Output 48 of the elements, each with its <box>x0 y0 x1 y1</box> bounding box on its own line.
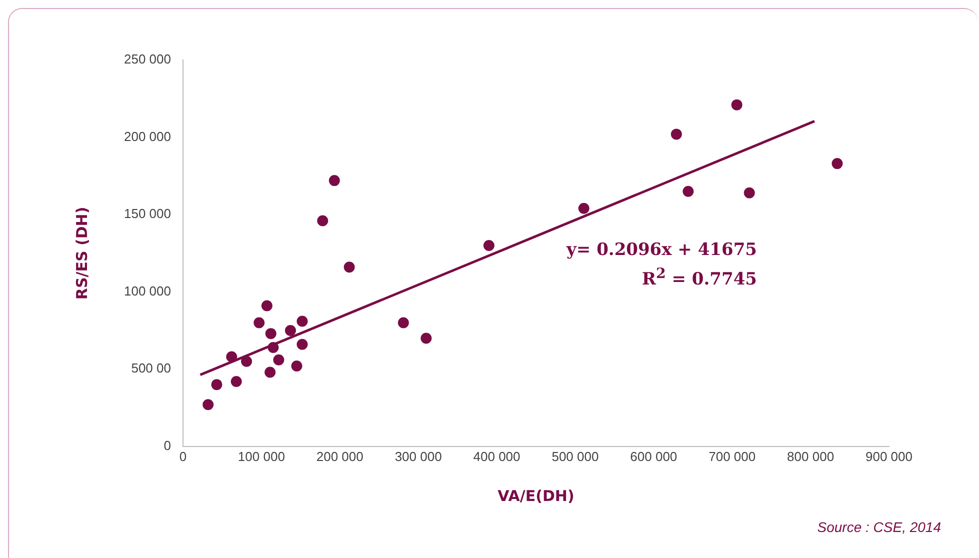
y-tick-label: 200 000 <box>124 128 171 144</box>
y-tick-label: 100 000 <box>124 283 171 298</box>
point <box>578 202 590 214</box>
x-tick-label: 0 <box>179 448 187 464</box>
x-tick-label: 900 000 <box>866 448 912 464</box>
y-tick-label: 500 00 <box>131 360 171 376</box>
x-tick-label: 800 000 <box>787 448 834 464</box>
x-tick-label: 100 000 <box>238 448 285 464</box>
x-axis-title: VA/E(DH) <box>498 486 574 505</box>
point <box>254 317 265 328</box>
point <box>211 379 222 390</box>
point <box>241 356 252 367</box>
point <box>261 300 272 312</box>
point <box>264 366 276 378</box>
point <box>284 324 296 336</box>
x-tick-label: 200 000 <box>316 448 364 464</box>
y-tick-label: 150 000 <box>124 206 171 222</box>
point <box>832 158 843 170</box>
point <box>265 328 276 340</box>
point <box>273 354 284 366</box>
point <box>202 399 214 410</box>
point <box>296 338 308 350</box>
point <box>483 240 494 251</box>
annotation: y= 0.2096x + 41675 <box>566 239 757 262</box>
y-axis-title: RS/ES (DH) <box>72 206 91 300</box>
point <box>226 351 238 362</box>
point <box>731 99 742 110</box>
x-tick-label: 400 000 <box>473 448 520 464</box>
point <box>268 342 279 353</box>
point <box>328 175 340 186</box>
x-tick-label: 300 000 <box>394 448 442 464</box>
point <box>420 332 432 344</box>
source-note: Source : CSE, 2014 <box>817 519 941 535</box>
x-tick-label: 500 000 <box>552 448 599 464</box>
point <box>344 262 355 273</box>
point <box>670 128 682 140</box>
point <box>230 376 242 387</box>
point <box>291 360 302 372</box>
point <box>682 186 694 197</box>
annotation: R$^{2}$ = 0.7745 <box>640 265 757 292</box>
y-tick-label: 0 <box>164 438 171 453</box>
point <box>744 187 755 198</box>
point <box>317 215 328 226</box>
x-tick-label: 600 000 <box>630 448 678 464</box>
y-tick-label: 250 000 <box>124 52 171 67</box>
point <box>398 317 409 328</box>
point <box>296 316 308 327</box>
x-tick-label: 700 000 <box>708 448 756 464</box>
